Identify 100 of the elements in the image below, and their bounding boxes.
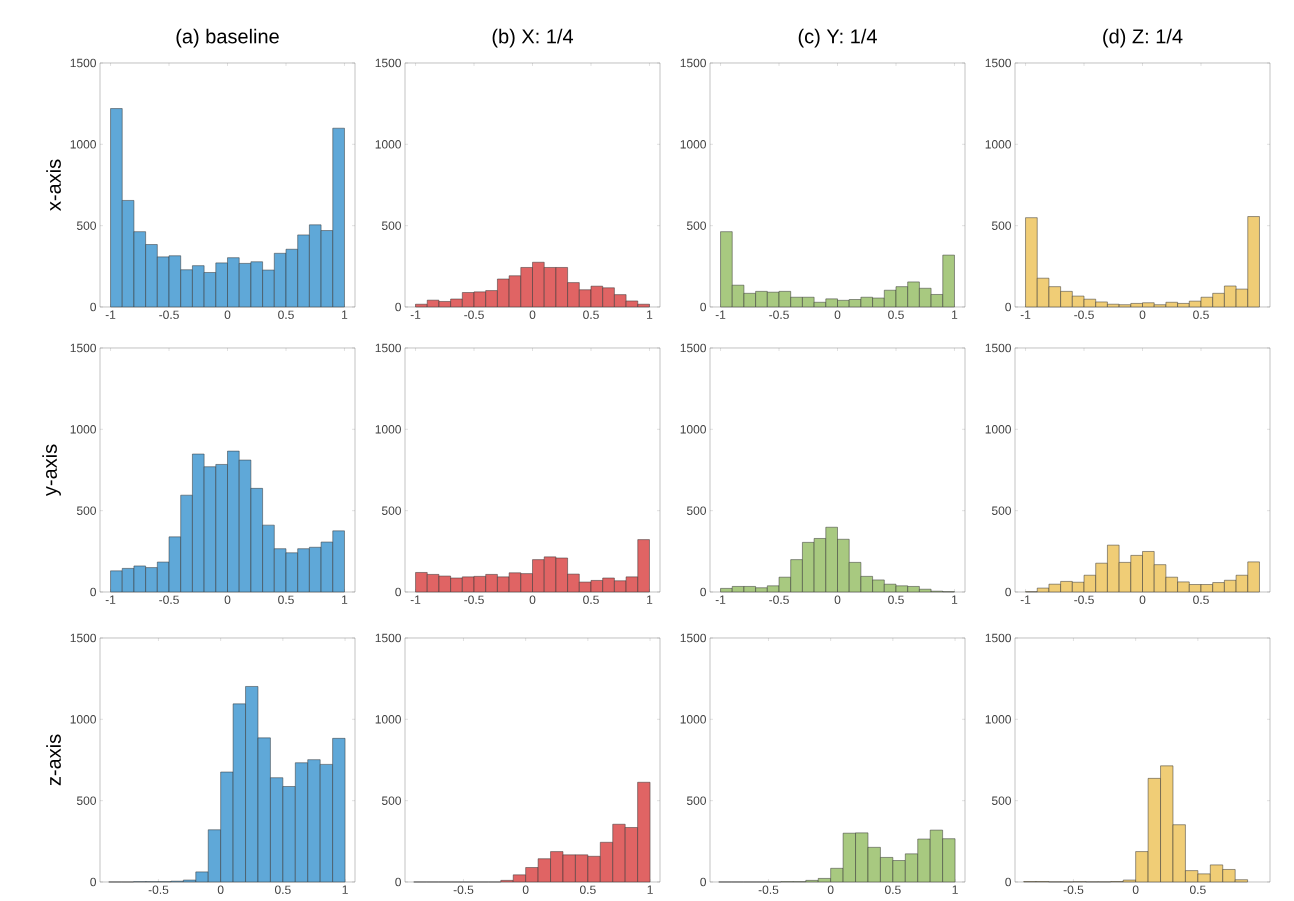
y-tick-label: 0 <box>700 587 707 597</box>
y-tick-label: 0 <box>1005 587 1012 597</box>
y-tick-label: 1500 <box>680 633 706 643</box>
y-tick-label: 0 <box>395 587 402 597</box>
x-tick-label: -0.5 <box>159 595 179 605</box>
x-tick-label: -0.5 <box>1074 595 1094 605</box>
y-tick-label: 1500 <box>375 633 401 643</box>
y-tick-label: 0 <box>90 302 97 312</box>
x-tick-label: -0.5 <box>769 595 789 605</box>
x-tick-label: 0.5 <box>888 595 904 605</box>
y-tick-label: 1500 <box>70 58 96 68</box>
y-tick-label: 500 <box>381 221 402 230</box>
x-tick-label: -0.5 <box>464 310 484 320</box>
y-tick-label: 0 <box>700 302 707 312</box>
x-tick-label: -0.5 <box>159 310 179 320</box>
y-axis-title: z-axis <box>46 734 61 786</box>
y-tick-label: 500 <box>991 796 1012 805</box>
y-tick-label: 1500 <box>70 343 96 353</box>
y-tick-label: 1500 <box>375 58 401 68</box>
x-tick-label: 0.5 <box>888 310 904 320</box>
x-tick-label: -0.5 <box>148 885 169 895</box>
y-tick-label: 500 <box>76 221 97 230</box>
x-tick-label: 0 <box>834 595 841 605</box>
x-tick-label: 0.5 <box>579 885 596 895</box>
y-axis-title: x-axis <box>46 159 61 211</box>
x-tick-label: 1 <box>647 310 653 319</box>
x-tick-label: 0.5 <box>278 595 294 605</box>
y-tick-label: 500 <box>76 796 97 805</box>
x-tick-label: -0.5 <box>464 595 484 605</box>
x-tick-label: 1 <box>647 595 653 604</box>
y-tick-label: 500 <box>991 221 1012 230</box>
x-tick-label: 1 <box>952 595 958 604</box>
x-tick-label: -1 <box>410 310 421 319</box>
x-tick-label: 0.5 <box>278 310 294 320</box>
chart-title: (a) baseline <box>176 28 279 48</box>
y-tick-label: 1000 <box>375 140 401 149</box>
y-tick-label: 1500 <box>375 343 401 353</box>
y-tick-label: 1000 <box>70 140 96 149</box>
y-tick-label: 500 <box>686 796 707 805</box>
y-tick-label: 500 <box>381 506 402 515</box>
x-tick-label: 0 <box>224 595 231 605</box>
x-tick-label: -1 <box>105 310 116 319</box>
x-tick-label: 0.5 <box>274 885 291 895</box>
y-tick-label: 1500 <box>680 343 706 353</box>
x-tick-label: 1 <box>647 885 653 894</box>
y-tick-label: 1000 <box>985 715 1011 724</box>
chart-title: (b) X: 1/4 <box>492 28 574 48</box>
x-tick-label: 0.5 <box>1189 885 1206 895</box>
x-tick-label: -1 <box>410 595 421 604</box>
x-tick-label: 1 <box>342 310 348 319</box>
x-tick-label: 0 <box>529 310 536 320</box>
x-tick-label: -1 <box>1020 595 1031 604</box>
x-tick-label: -0.5 <box>769 310 789 320</box>
x-tick-label: -0.5 <box>758 885 779 895</box>
y-tick-label: 0 <box>90 877 97 887</box>
y-tick-label: 1000 <box>375 425 401 434</box>
y-tick-label: 1500 <box>985 343 1011 353</box>
chart-title: (c) Y: 1/4 <box>798 28 877 48</box>
y-tick-label: 1000 <box>680 715 706 724</box>
y-tick-label: 1500 <box>680 58 706 68</box>
y-tick-label: 0 <box>1005 302 1012 312</box>
x-tick-label: 0 <box>1139 595 1146 605</box>
y-tick-label: 0 <box>1005 877 1012 887</box>
x-tick-label: -1 <box>105 595 116 604</box>
y-tick-label: 1000 <box>680 425 706 434</box>
x-tick-label: 0 <box>529 595 536 605</box>
y-tick-label: 500 <box>76 506 97 515</box>
y-tick-label: 1500 <box>985 633 1011 643</box>
y-tick-label: 1000 <box>375 715 401 724</box>
x-tick-label: 0.5 <box>1193 595 1209 605</box>
x-tick-label: 0 <box>1132 885 1139 895</box>
y-tick-label: 1000 <box>70 425 96 434</box>
x-tick-label: 0 <box>834 310 841 320</box>
x-tick-label: 0 <box>217 885 224 895</box>
y-tick-label: 0 <box>395 302 402 312</box>
x-tick-label: -1 <box>1020 310 1031 319</box>
y-tick-label: 1000 <box>70 715 96 724</box>
y-tick-label: 0 <box>395 877 402 887</box>
y-tick-label: 1000 <box>985 140 1011 149</box>
x-tick-label: 0 <box>522 885 529 895</box>
x-tick-label: 0.5 <box>1193 310 1209 320</box>
y-tick-label: 1500 <box>985 58 1011 68</box>
y-tick-label: 1000 <box>680 140 706 149</box>
x-tick-label: 0 <box>1139 310 1146 320</box>
y-tick-label: 0 <box>700 877 707 887</box>
y-axis-title: y-axis <box>42 444 61 497</box>
x-tick-label: 1 <box>952 310 958 319</box>
x-tick-label: 0 <box>224 310 231 320</box>
y-tick-label: 500 <box>381 796 402 805</box>
y-tick-label: 1500 <box>70 633 96 643</box>
x-tick-label: -0.5 <box>453 885 474 895</box>
x-tick-label: 0 <box>827 885 834 895</box>
x-tick-label: 1 <box>342 885 348 894</box>
y-tick-label: 0 <box>90 587 97 597</box>
x-tick-label: 0.5 <box>583 310 599 320</box>
y-tick-label: 500 <box>686 506 707 515</box>
x-tick-label: -0.5 <box>1074 310 1094 320</box>
x-tick-label: -1 <box>715 310 726 319</box>
x-tick-label: -0.5 <box>1063 885 1084 895</box>
x-tick-label: 0.5 <box>583 595 599 605</box>
